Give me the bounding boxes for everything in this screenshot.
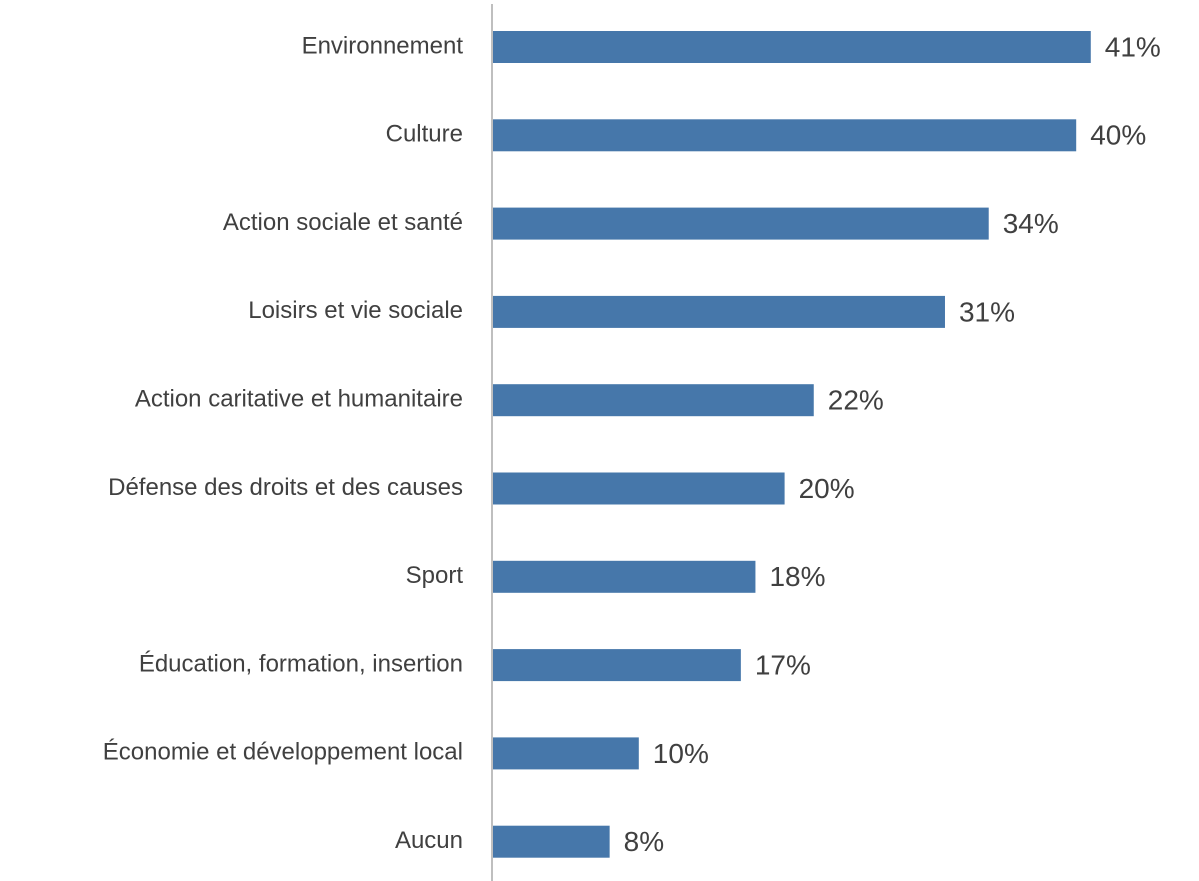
value-label: 34%	[1003, 208, 1059, 239]
bar	[493, 384, 814, 417]
bar	[493, 119, 1077, 152]
category-label: Aucun	[395, 827, 463, 854]
bar	[493, 31, 1091, 63]
bar	[493, 295, 945, 328]
value-label: 40%	[1090, 120, 1146, 151]
bar	[493, 737, 639, 770]
category-label: Action sociale et santé	[223, 209, 463, 236]
category-label: Éducation, formation, insertion	[139, 650, 463, 677]
value-label: 17%	[755, 649, 811, 680]
value-label: 10%	[653, 738, 709, 769]
bar	[493, 560, 756, 593]
bar	[493, 649, 741, 682]
category-label: Environnement	[302, 32, 464, 59]
category-label: Loisirs et vie sociale	[248, 297, 463, 324]
bar	[493, 472, 785, 505]
category-label: Sport	[406, 562, 464, 589]
value-label: 41%	[1105, 31, 1161, 62]
category-label: Défense des droits et des causes	[108, 474, 463, 501]
value-label: 8%	[624, 826, 664, 857]
value-label: 20%	[799, 473, 855, 504]
category-label: Économie et développement local	[103, 739, 463, 766]
value-label: 18%	[769, 561, 825, 592]
category-label: Culture	[386, 121, 463, 148]
value-label: 22%	[828, 385, 884, 416]
category-label: Action caritative et humanitaire	[135, 386, 463, 413]
bar	[493, 825, 610, 858]
value-label: 31%	[959, 296, 1015, 327]
bar	[493, 207, 989, 240]
